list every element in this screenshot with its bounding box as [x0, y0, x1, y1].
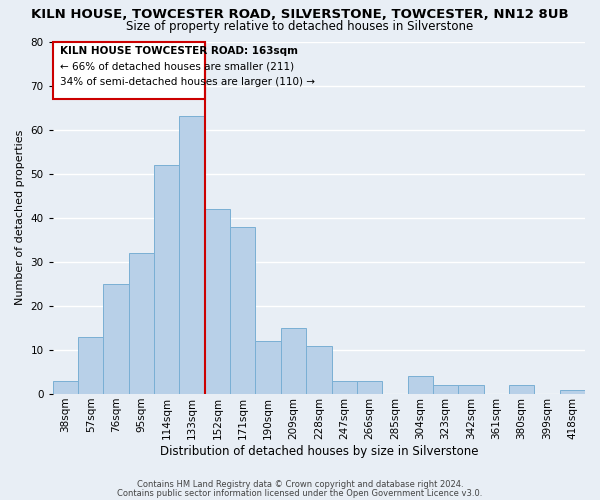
Bar	[433, 385, 458, 394]
Bar	[103, 284, 129, 394]
Bar	[256, 341, 281, 394]
Bar	[129, 253, 154, 394]
Bar	[458, 385, 484, 394]
FancyBboxPatch shape	[53, 42, 205, 99]
Y-axis label: Number of detached properties: Number of detached properties	[15, 130, 25, 306]
Bar	[53, 381, 78, 394]
Text: Contains HM Land Registry data © Crown copyright and database right 2024.: Contains HM Land Registry data © Crown c…	[137, 480, 463, 489]
Text: Size of property relative to detached houses in Silverstone: Size of property relative to detached ho…	[127, 20, 473, 33]
Bar	[332, 381, 357, 394]
Bar	[407, 376, 433, 394]
Text: 34% of semi-detached houses are larger (110) →: 34% of semi-detached houses are larger (…	[61, 77, 316, 87]
Bar	[560, 390, 585, 394]
Bar	[205, 209, 230, 394]
Text: KILN HOUSE, TOWCESTER ROAD, SILVERSTONE, TOWCESTER, NN12 8UB: KILN HOUSE, TOWCESTER ROAD, SILVERSTONE,…	[31, 8, 569, 20]
Text: KILN HOUSE TOWCESTER ROAD: 163sqm: KILN HOUSE TOWCESTER ROAD: 163sqm	[61, 46, 298, 56]
Bar	[78, 337, 103, 394]
Bar	[357, 381, 382, 394]
Text: ← 66% of detached houses are smaller (211): ← 66% of detached houses are smaller (21…	[61, 62, 295, 72]
Bar	[179, 116, 205, 394]
Bar	[230, 226, 256, 394]
Bar	[509, 385, 535, 394]
Text: Contains public sector information licensed under the Open Government Licence v3: Contains public sector information licen…	[118, 488, 482, 498]
Bar	[306, 346, 332, 394]
X-axis label: Distribution of detached houses by size in Silverstone: Distribution of detached houses by size …	[160, 444, 478, 458]
Bar	[154, 165, 179, 394]
Bar	[281, 328, 306, 394]
